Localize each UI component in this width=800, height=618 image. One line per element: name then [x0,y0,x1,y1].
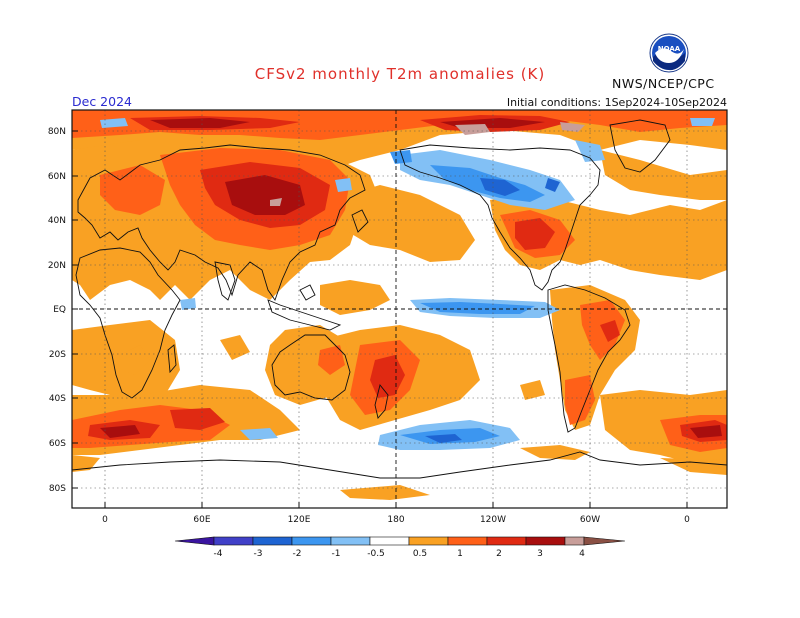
legend-swatch [291,536,332,546]
anomaly-4-5-regions [270,122,585,206]
anomaly-fields [72,110,727,500]
lat-label: 60S [49,439,66,449]
legend-label: -4 [214,549,223,559]
legend-arrow-right [583,536,626,546]
legend-swatch [486,536,527,546]
legend-swatch [447,536,488,546]
legend-label: -1 [332,549,341,559]
coastlines [72,119,727,479]
anomaly-m3-m2-regions [425,178,560,443]
lat-label: 40S [49,394,66,404]
agency-label: NWS/NCEP/CPC [612,76,715,91]
lon-label: 120E [288,515,311,525]
legend-label: -3 [254,549,263,559]
lat-label: 20S [49,350,66,360]
legend-label: -2 [293,549,302,559]
lat-label: 80S [49,484,66,494]
forecast-month: Dec 2024 [72,94,132,109]
legend-swatch [564,536,585,546]
lon-label: 120W [480,515,506,525]
lat-label: 60N [48,172,66,182]
lon-label: 180 [387,515,404,525]
lat-labels: 80N 60N 40N 20N EQ 20S 40S 60S 80S [48,127,66,494]
legend-labels: -4 -3 -2 -1 -0.5 0.5 1 2 3 4 [214,549,586,559]
lon-label: 0 [684,515,690,525]
lat-label: EQ [53,305,66,315]
legend-label: 2 [496,549,502,559]
legend-swatch [213,536,254,546]
initial-conditions: Initial conditions: 1Sep2024-10Sep2024 [506,96,727,109]
legend-swatch [330,536,371,546]
legend-bar [174,536,626,546]
legend-label: 0.5 [413,549,427,559]
lon-label: 60W [580,515,600,525]
lat-label: 80N [48,127,66,137]
noaa-logo-text: NOAA [658,45,681,53]
lon-labels: 0 60E 120E 180 120W 60W 0 [102,515,690,525]
lon-label: 0 [102,515,108,525]
legend-arrow-left [174,536,215,546]
map-title: CFSv2 monthly T2m anomalies (K) [254,65,546,83]
legend-label: 4 [579,549,585,559]
legend-label: 3 [537,549,543,559]
lat-label: 40N [48,216,66,226]
lat-label: 20N [48,261,66,271]
tick-marks [72,130,688,508]
lon-label: 60E [193,515,210,525]
legend-swatch [408,536,449,546]
legend-label: 1 [457,549,463,559]
legend-swatch [252,536,293,546]
noaa-logo: NOAA [649,33,689,73]
legend-label: -0.5 [367,549,385,559]
legend-swatch [525,536,566,546]
legend-swatch [369,536,410,546]
